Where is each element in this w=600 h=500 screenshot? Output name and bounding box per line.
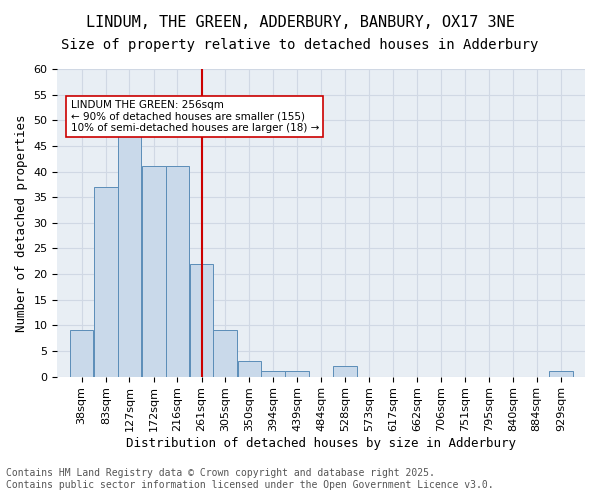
Text: LINDUM THE GREEN: 256sqm
← 90% of detached houses are smaller (155)
10% of semi-: LINDUM THE GREEN: 256sqm ← 90% of detach… xyxy=(71,100,319,133)
Y-axis label: Number of detached properties: Number of detached properties xyxy=(15,114,28,332)
Bar xyxy=(166,166,189,376)
Text: LINDUM, THE GREEN, ADDERBURY, BANBURY, OX17 3NE: LINDUM, THE GREEN, ADDERBURY, BANBURY, O… xyxy=(86,15,514,30)
Bar xyxy=(190,264,214,376)
Bar xyxy=(334,366,357,376)
Bar xyxy=(70,330,94,376)
Bar xyxy=(261,372,285,376)
Bar xyxy=(214,330,237,376)
Text: Size of property relative to detached houses in Adderbury: Size of property relative to detached ho… xyxy=(61,38,539,52)
Bar xyxy=(286,372,309,376)
Bar xyxy=(549,372,572,376)
Bar xyxy=(238,361,261,376)
Bar xyxy=(142,166,166,376)
Bar xyxy=(94,187,118,376)
Text: Contains HM Land Registry data © Crown copyright and database right 2025.
Contai: Contains HM Land Registry data © Crown c… xyxy=(6,468,494,490)
X-axis label: Distribution of detached houses by size in Adderbury: Distribution of detached houses by size … xyxy=(126,437,516,450)
Bar xyxy=(118,130,142,376)
